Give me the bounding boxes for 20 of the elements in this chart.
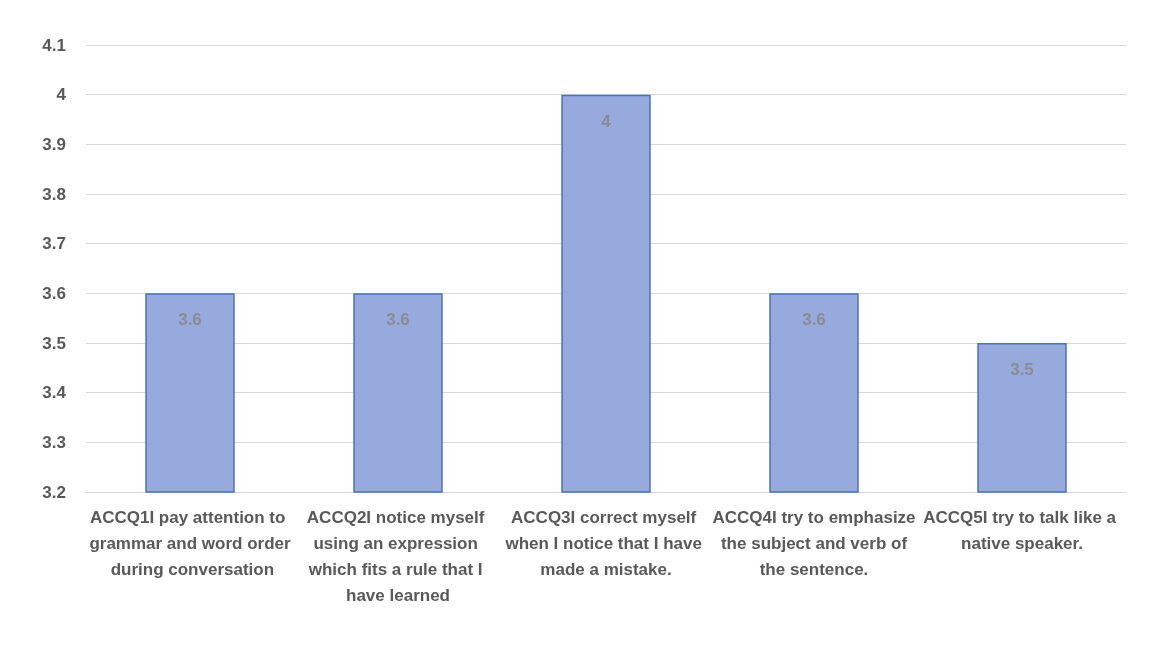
y-tick-label: 3.7	[42, 234, 66, 254]
data-label: 3.6	[802, 310, 826, 330]
y-tick-label: 3.9	[42, 134, 66, 154]
x-tick-label: ACCQ1I pay attention to grammar and word order during conversation	[89, 507, 291, 579]
x-tick-label: ACCQ4I try to emphasize the subject and verb of the sentence.	[712, 507, 916, 579]
x-tick-label: ACCQ5I try to talk like a native speaker.	[923, 507, 1121, 553]
y-tick-label: 4	[56, 85, 67, 105]
data-label: 4	[601, 111, 612, 131]
data-label: 3.6	[178, 310, 202, 330]
y-tick-label: 3.3	[42, 432, 66, 452]
y-tick-label: 3.8	[42, 184, 66, 204]
y-tick-label: 4.1	[42, 35, 66, 55]
data-label: 3.5	[1010, 360, 1034, 379]
y-tick-label: 3.4	[42, 383, 67, 403]
y-tick-label: 3.6	[42, 283, 66, 303]
x-tick-label: ACCQ3I correct myself when I notice that I have made a mistake.	[504, 507, 707, 579]
x-tick-label: ACCQ2I notice myself using an expression which fits a rule that I have learned	[306, 507, 490, 605]
y-tick-label: 3.2	[42, 482, 66, 502]
data-label: 3.6	[386, 310, 410, 330]
y-tick-label: 3.5	[42, 333, 66, 353]
